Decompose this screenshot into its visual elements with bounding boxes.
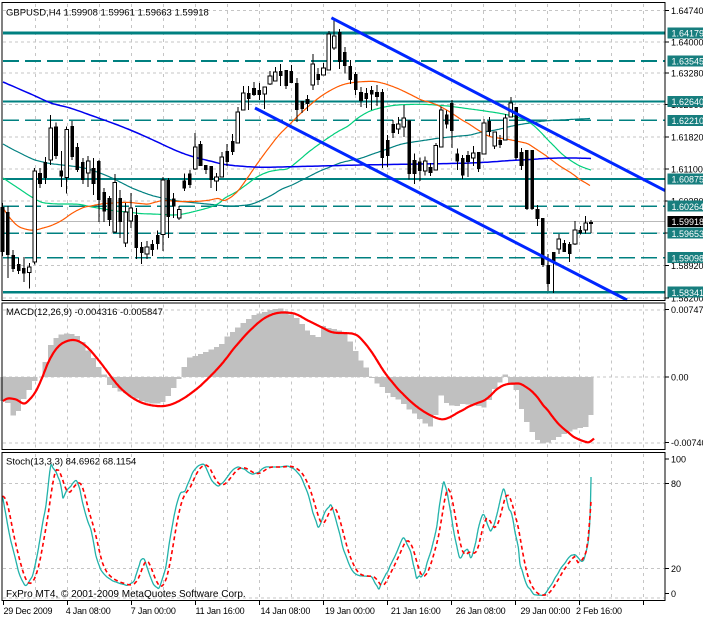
svg-text:1.64179: 1.64179 bbox=[672, 29, 703, 39]
svg-text:4 Jan 08:00: 4 Jan 08:00 bbox=[66, 606, 111, 616]
svg-text:7 Jan 00:00: 7 Jan 00:00 bbox=[131, 606, 176, 616]
svg-text:-0.00740: -0.00740 bbox=[671, 438, 703, 448]
svg-text:20: 20 bbox=[671, 564, 681, 574]
svg-text:1.58200: 1.58200 bbox=[671, 293, 703, 303]
svg-text:1.58341: 1.58341 bbox=[672, 288, 703, 298]
svg-text:1.63545: 1.63545 bbox=[672, 57, 703, 67]
svg-text:11 Jan 16:00: 11 Jan 16:00 bbox=[196, 606, 245, 616]
svg-text:GBPUSD,H4 1.59908 1.59961 1.5: GBPUSD,H4 1.59908 1.59961 1.59663 1.5991… bbox=[6, 8, 209, 19]
svg-text:1.60264: 1.60264 bbox=[672, 202, 703, 212]
svg-text:1.59098: 1.59098 bbox=[672, 253, 703, 263]
svg-text:Stoch(13,3,3) 84.6962 68.1154: Stoch(13,3,3) 84.6962 68.1154 bbox=[6, 457, 136, 468]
svg-text:1.62210: 1.62210 bbox=[672, 116, 703, 126]
svg-text:1.64000: 1.64000 bbox=[671, 38, 703, 48]
svg-text:1.59918: 1.59918 bbox=[672, 217, 703, 227]
svg-text:19 Jan 00:00: 19 Jan 00:00 bbox=[325, 606, 375, 616]
svg-text:1.63280: 1.63280 bbox=[671, 68, 703, 78]
svg-text:0: 0 bbox=[671, 589, 676, 599]
svg-text:1.64740: 1.64740 bbox=[671, 6, 703, 16]
svg-text:26 Jan 08:00: 26 Jan 08:00 bbox=[456, 606, 506, 616]
svg-text:100: 100 bbox=[671, 455, 686, 465]
svg-text:1.61820: 1.61820 bbox=[671, 132, 703, 142]
svg-text:0.00747: 0.00747 bbox=[671, 305, 703, 315]
svg-text:2 Feb 16:00: 2 Feb 16:00 bbox=[576, 606, 622, 616]
svg-text:1.62640: 1.62640 bbox=[672, 97, 703, 107]
svg-text:1.60875: 1.60875 bbox=[672, 175, 703, 185]
svg-text:1.59653: 1.59653 bbox=[672, 229, 703, 239]
svg-text:21 Jan 16:00: 21 Jan 16:00 bbox=[391, 606, 441, 616]
svg-text:29 Dec 2009: 29 Dec 2009 bbox=[4, 606, 53, 616]
svg-text:14 Jan 08:00: 14 Jan 08:00 bbox=[261, 606, 311, 616]
svg-text:FxPro MT4, © 2001-2009 MetaQuo: FxPro MT4, © 2001-2009 MetaQuotes Softwa… bbox=[6, 589, 246, 600]
svg-text:0.00: 0.00 bbox=[671, 372, 689, 382]
svg-text:1.61100: 1.61100 bbox=[671, 165, 703, 175]
svg-text:29 Jan 00:00: 29 Jan 00:00 bbox=[521, 606, 571, 616]
svg-text:80: 80 bbox=[671, 479, 681, 489]
svg-text:MACD(12,26,9) -0.004316 -0.005: MACD(12,26,9) -0.004316 -0.005847 bbox=[6, 307, 163, 318]
svg-text:1.58920: 1.58920 bbox=[671, 261, 703, 271]
